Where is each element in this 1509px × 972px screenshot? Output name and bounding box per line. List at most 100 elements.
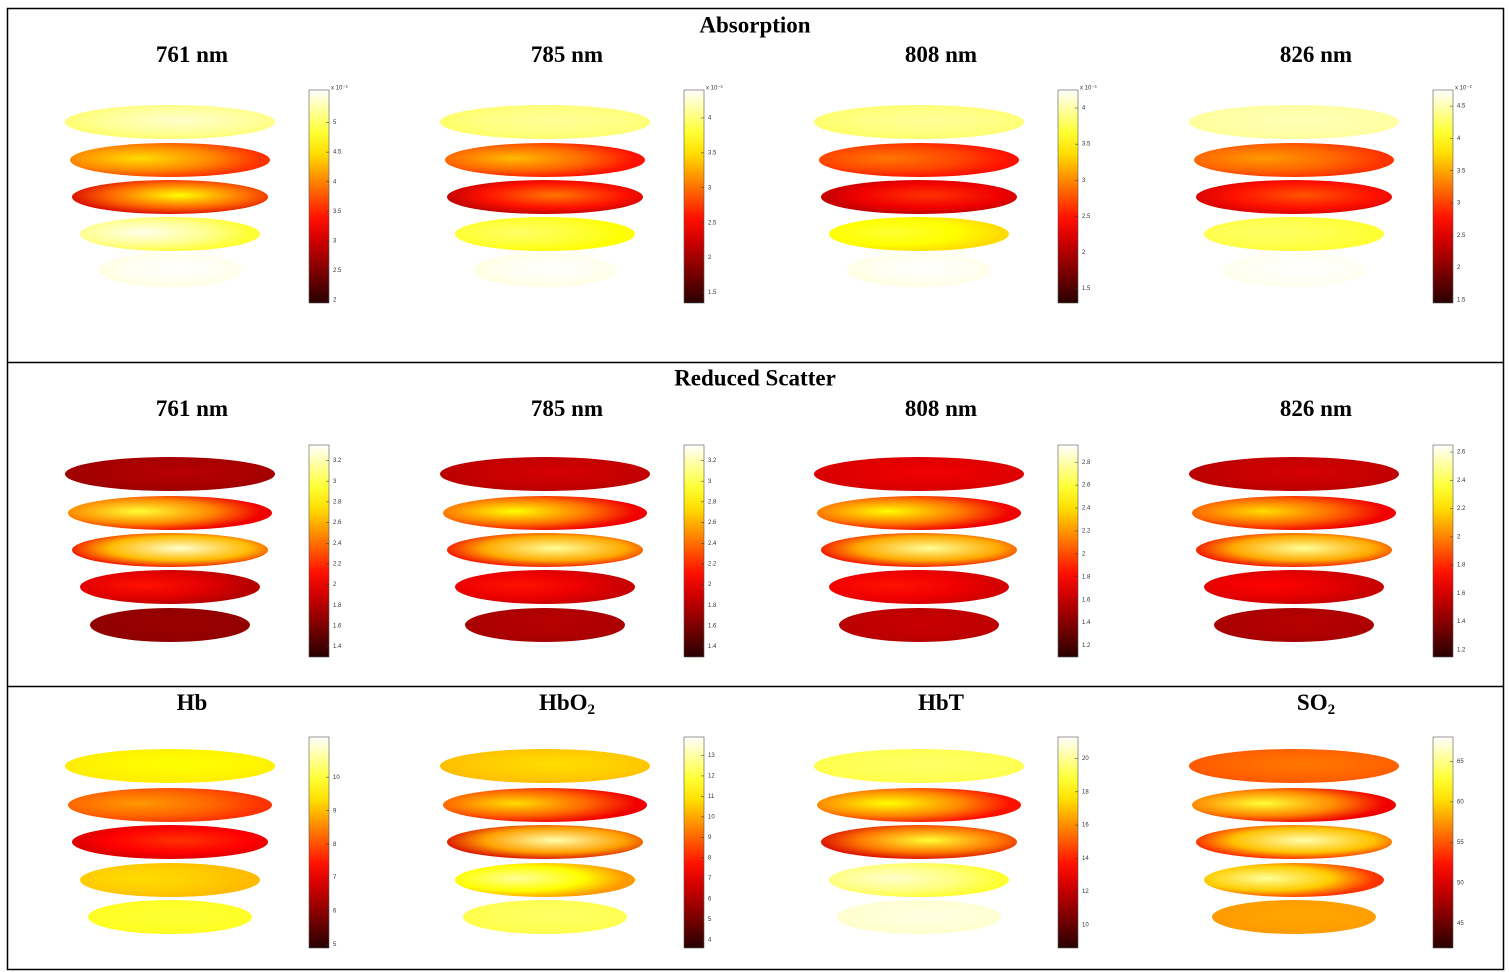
colorbar (1057, 736, 1079, 949)
label-text: 785 nm (531, 42, 603, 67)
panel-label: 761 nm (156, 42, 228, 67)
tick-label: 3 (1082, 178, 1086, 184)
tick-label: 4 (1082, 106, 1086, 112)
colorbar (683, 89, 705, 304)
tick-label: 9 (708, 835, 712, 841)
tick-label: 3.5 (1457, 168, 1466, 174)
slice (829, 217, 1009, 251)
tick-label: 60 (1457, 800, 1464, 806)
tick-label: 1.5 (1457, 297, 1466, 303)
slice (1189, 105, 1399, 139)
colorbar-multiplier: x 10⁻³ (331, 86, 348, 92)
tick-label: 2 (333, 298, 337, 304)
tick-label: 1.6 (1082, 597, 1091, 603)
tick-label: 3 (708, 185, 712, 191)
panel-label: 785 nm (531, 396, 603, 421)
tick-label: 8 (708, 855, 712, 861)
tick-label: 3.5 (1082, 142, 1091, 148)
tick-label: 1.8 (333, 603, 342, 609)
slice (847, 253, 991, 287)
tick-label: 4 (708, 116, 712, 122)
panel-label: HbO2 (539, 690, 595, 718)
slice (829, 570, 1009, 604)
tick-label: 3.2 (708, 458, 717, 464)
slice (440, 105, 650, 139)
heatmap (65, 105, 275, 287)
panel-label: 761 nm (156, 396, 228, 421)
slice (440, 749, 650, 783)
tick-label: 3 (333, 238, 337, 244)
heatmap (440, 457, 650, 642)
slice (1196, 180, 1392, 214)
tick-label: 2.5 (333, 268, 342, 274)
panel-label: 826 nm (1280, 42, 1352, 67)
slice (447, 533, 643, 567)
colorbar (1432, 444, 1454, 658)
tick-label: 3.5 (333, 209, 342, 215)
tick-label: 1.4 (1082, 620, 1091, 626)
slice (443, 496, 647, 530)
tick-label: 2 (1082, 551, 1086, 557)
colorbar (683, 444, 705, 658)
colorbar (308, 736, 330, 949)
tick-label: 2.4 (333, 541, 342, 547)
slice (80, 863, 260, 897)
slice (473, 253, 617, 287)
slice (80, 570, 260, 604)
tick-label: 16 (1082, 823, 1089, 829)
tick-label: 6 (708, 896, 712, 902)
slice (455, 217, 635, 251)
colorbar-multiplier: x 10⁻³ (1455, 86, 1472, 92)
panel-label: SO2 (1297, 690, 1335, 718)
tick-label: 10 (708, 814, 715, 820)
tick-label: 4.5 (333, 150, 342, 156)
tick-label: 2.2 (1082, 529, 1091, 535)
label-text: 826 nm (1280, 42, 1352, 67)
tick-label: 2.4 (708, 541, 717, 547)
colorbar (1057, 444, 1079, 658)
panel-label: 808 nm (905, 42, 977, 67)
label-subscript: 2 (588, 702, 596, 718)
tick-label: 1.5 (1082, 286, 1091, 292)
slice (1192, 788, 1396, 822)
slice (814, 105, 1024, 139)
slice (443, 788, 647, 822)
tick-label: 2.6 (1457, 450, 1466, 456)
slice (80, 217, 260, 251)
slice (814, 749, 1024, 783)
slice (1204, 217, 1384, 251)
tick-label: 65 (1457, 759, 1464, 765)
slice (1214, 608, 1374, 642)
tick-label: 1.8 (1457, 563, 1466, 569)
slice (1189, 749, 1399, 783)
panel-label: 826 nm (1280, 396, 1352, 421)
tick-label: 2.2 (1457, 506, 1466, 512)
heatmap (1189, 105, 1399, 287)
tick-label: 1.4 (333, 644, 342, 650)
slice (839, 608, 999, 642)
tick-label: 7 (708, 876, 712, 882)
slice (65, 105, 275, 139)
slice (447, 180, 643, 214)
slice (1212, 900, 1376, 934)
colorbar (308, 89, 330, 304)
tick-label: 3.2 (333, 458, 342, 464)
slice (98, 253, 242, 287)
tick-label: 55 (1457, 840, 1464, 846)
tick-label: 11 (708, 794, 715, 800)
label-text: HbO (539, 690, 588, 715)
tick-label: 2.6 (333, 520, 342, 526)
tick-label: 2.8 (333, 499, 342, 505)
tick-label: 3.5 (708, 150, 717, 156)
tick-label: 12 (708, 774, 715, 780)
tick-label: 10 (1082, 922, 1089, 928)
slice (65, 749, 275, 783)
tick-label: 2.5 (708, 220, 717, 226)
colorbar (1432, 89, 1454, 304)
slice (817, 788, 1021, 822)
tick-label: 2.6 (1082, 483, 1091, 489)
slice (1222, 253, 1366, 287)
tick-label: 2.4 (1082, 506, 1091, 512)
slice (1196, 533, 1392, 567)
